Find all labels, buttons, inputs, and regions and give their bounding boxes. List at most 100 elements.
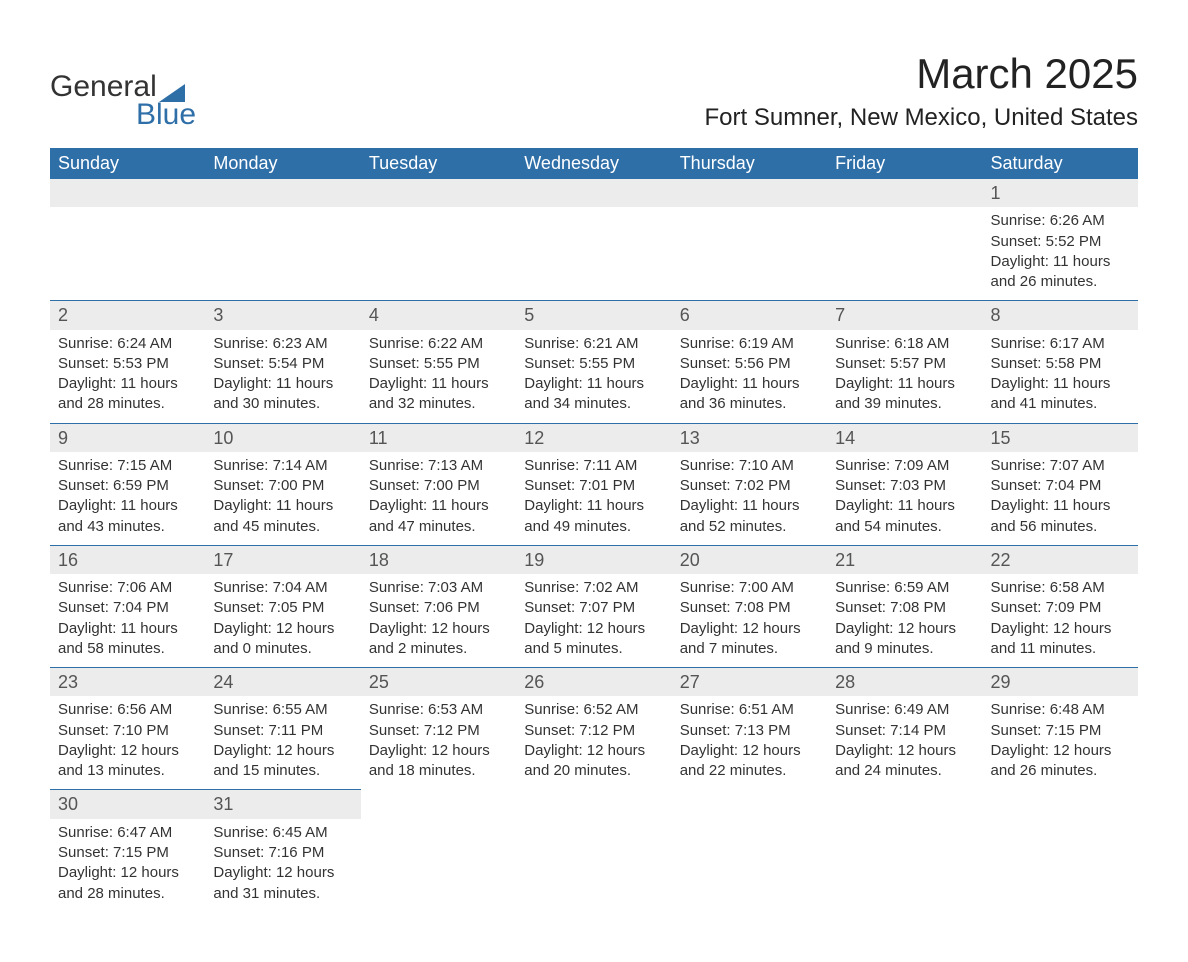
page-title: March 2025 — [705, 50, 1139, 98]
day-number-cell: 3 — [205, 301, 360, 330]
sunset-text: Sunset: 5:55 PM — [524, 354, 663, 374]
sunrise-text: Sunrise: 6:58 AM — [991, 578, 1130, 598]
day-detail-cell: Sunrise: 6:58 AMSunset: 7:09 PMDaylight:… — [983, 574, 1138, 668]
day-detail-cell: Sunrise: 7:09 AMSunset: 7:03 PMDaylight:… — [827, 452, 982, 546]
daylight-text: Daylight: 11 hours — [991, 252, 1130, 272]
day-detail-cell — [827, 207, 982, 301]
day-detail-cell: Sunrise: 6:53 AMSunset: 7:12 PMDaylight:… — [361, 696, 516, 790]
day-detail-cell — [50, 207, 205, 301]
day-number-row: 3031 — [50, 790, 1138, 819]
daylight-text: and 20 minutes. — [524, 761, 663, 781]
day-detail-cell: Sunrise: 6:24 AMSunset: 5:53 PMDaylight:… — [50, 330, 205, 424]
day-number-cell: 27 — [672, 668, 827, 697]
day-number: 2 — [58, 305, 68, 325]
day-number-cell: 23 — [50, 668, 205, 697]
day-detail-cell: Sunrise: 6:23 AMSunset: 5:54 PMDaylight:… — [205, 330, 360, 424]
day-detail-cell — [516, 819, 671, 912]
daylight-text: Daylight: 11 hours — [213, 374, 352, 394]
day-number-cell — [50, 179, 205, 207]
day-number-cell — [983, 790, 1138, 819]
daylight-text: and 31 minutes. — [213, 884, 352, 904]
daylight-text: and 9 minutes. — [835, 639, 974, 659]
day-number: 18 — [369, 550, 389, 570]
title-block: March 2025 Fort Sumner, New Mexico, Unit… — [705, 50, 1139, 132]
daylight-text: and 30 minutes. — [213, 394, 352, 414]
daylight-text: Daylight: 12 hours — [213, 619, 352, 639]
day-detail-row: Sunrise: 6:26 AMSunset: 5:52 PMDaylight:… — [50, 207, 1138, 301]
day-number: 17 — [213, 550, 233, 570]
sunset-text: Sunset: 7:00 PM — [213, 476, 352, 496]
day-number-cell: 18 — [361, 545, 516, 574]
day-number-cell: 15 — [983, 423, 1138, 452]
daylight-text: and 13 minutes. — [58, 761, 197, 781]
daylight-text: Daylight: 12 hours — [524, 741, 663, 761]
day-detail-cell — [361, 207, 516, 301]
weekday-header-row: Sunday Monday Tuesday Wednesday Thursday… — [50, 148, 1138, 179]
day-detail-cell: Sunrise: 6:47 AMSunset: 7:15 PMDaylight:… — [50, 819, 205, 912]
day-detail-cell: Sunrise: 7:13 AMSunset: 7:00 PMDaylight:… — [361, 452, 516, 546]
calendar-body: 1 Sunrise: 6:26 AMSunset: 5:52 PMDayligh… — [50, 179, 1138, 912]
sunset-text: Sunset: 7:10 PM — [58, 721, 197, 741]
day-number-cell: 29 — [983, 668, 1138, 697]
day-detail-row: Sunrise: 6:47 AMSunset: 7:15 PMDaylight:… — [50, 819, 1138, 912]
day-detail-cell: Sunrise: 7:07 AMSunset: 7:04 PMDaylight:… — [983, 452, 1138, 546]
brand-name-part2: Blue — [136, 98, 196, 132]
sunrise-text: Sunrise: 6:56 AM — [58, 700, 197, 720]
sunrise-text: Sunrise: 6:19 AM — [680, 334, 819, 354]
daylight-text: and 52 minutes. — [680, 517, 819, 537]
sunrise-text: Sunrise: 7:00 AM — [680, 578, 819, 598]
daylight-text: and 58 minutes. — [58, 639, 197, 659]
day-detail-cell: Sunrise: 7:02 AMSunset: 7:07 PMDaylight:… — [516, 574, 671, 668]
day-number: 10 — [213, 428, 233, 448]
sunrise-text: Sunrise: 6:21 AM — [524, 334, 663, 354]
daylight-text: and 26 minutes. — [991, 761, 1130, 781]
weekday-header: Tuesday — [361, 148, 516, 179]
sunrise-text: Sunrise: 6:26 AM — [991, 211, 1130, 231]
sunset-text: Sunset: 6:59 PM — [58, 476, 197, 496]
day-number-cell: 25 — [361, 668, 516, 697]
sunrise-text: Sunrise: 6:49 AM — [835, 700, 974, 720]
sunset-text: Sunset: 7:09 PM — [991, 598, 1130, 618]
sunrise-text: Sunrise: 7:02 AM — [524, 578, 663, 598]
daylight-text: and 0 minutes. — [213, 639, 352, 659]
sunset-text: Sunset: 7:14 PM — [835, 721, 974, 741]
sunrise-text: Sunrise: 7:14 AM — [213, 456, 352, 476]
sunset-text: Sunset: 7:16 PM — [213, 843, 352, 863]
sunset-text: Sunset: 7:12 PM — [369, 721, 508, 741]
day-number: 6 — [680, 305, 690, 325]
sunset-text: Sunset: 7:03 PM — [835, 476, 974, 496]
sunrise-text: Sunrise: 6:23 AM — [213, 334, 352, 354]
day-detail-cell: Sunrise: 7:10 AMSunset: 7:02 PMDaylight:… — [672, 452, 827, 546]
day-number-cell: 11 — [361, 423, 516, 452]
daylight-text: Daylight: 12 hours — [524, 619, 663, 639]
sunrise-text: Sunrise: 6:52 AM — [524, 700, 663, 720]
day-detail-cell: Sunrise: 6:18 AMSunset: 5:57 PMDaylight:… — [827, 330, 982, 424]
day-detail-cell — [516, 207, 671, 301]
day-number-cell: 10 — [205, 423, 360, 452]
day-number-cell — [361, 790, 516, 819]
day-number-cell: 14 — [827, 423, 982, 452]
daylight-text: Daylight: 12 hours — [369, 741, 508, 761]
daylight-text: Daylight: 12 hours — [835, 741, 974, 761]
day-number-cell: 20 — [672, 545, 827, 574]
daylight-text: Daylight: 11 hours — [991, 496, 1130, 516]
daylight-text: Daylight: 11 hours — [835, 496, 974, 516]
sunset-text: Sunset: 7:15 PM — [58, 843, 197, 863]
day-number-cell: 22 — [983, 545, 1138, 574]
daylight-text: and 47 minutes. — [369, 517, 508, 537]
daylight-text: and 26 minutes. — [991, 272, 1130, 292]
day-number: 12 — [524, 428, 544, 448]
day-number-cell: 12 — [516, 423, 671, 452]
sunrise-text: Sunrise: 6:24 AM — [58, 334, 197, 354]
sunrise-text: Sunrise: 6:53 AM — [369, 700, 508, 720]
day-number: 8 — [991, 305, 1001, 325]
daylight-text: Daylight: 11 hours — [369, 496, 508, 516]
sunset-text: Sunset: 7:08 PM — [835, 598, 974, 618]
day-detail-cell: Sunrise: 6:55 AMSunset: 7:11 PMDaylight:… — [205, 696, 360, 790]
daylight-text: Daylight: 11 hours — [524, 496, 663, 516]
daylight-text: and 32 minutes. — [369, 394, 508, 414]
weekday-header: Wednesday — [516, 148, 671, 179]
day-detail-cell: Sunrise: 6:45 AMSunset: 7:16 PMDaylight:… — [205, 819, 360, 912]
day-detail-row: Sunrise: 6:56 AMSunset: 7:10 PM Daylight:… — [50, 696, 1138, 790]
day-number-cell: 28 — [827, 668, 982, 697]
